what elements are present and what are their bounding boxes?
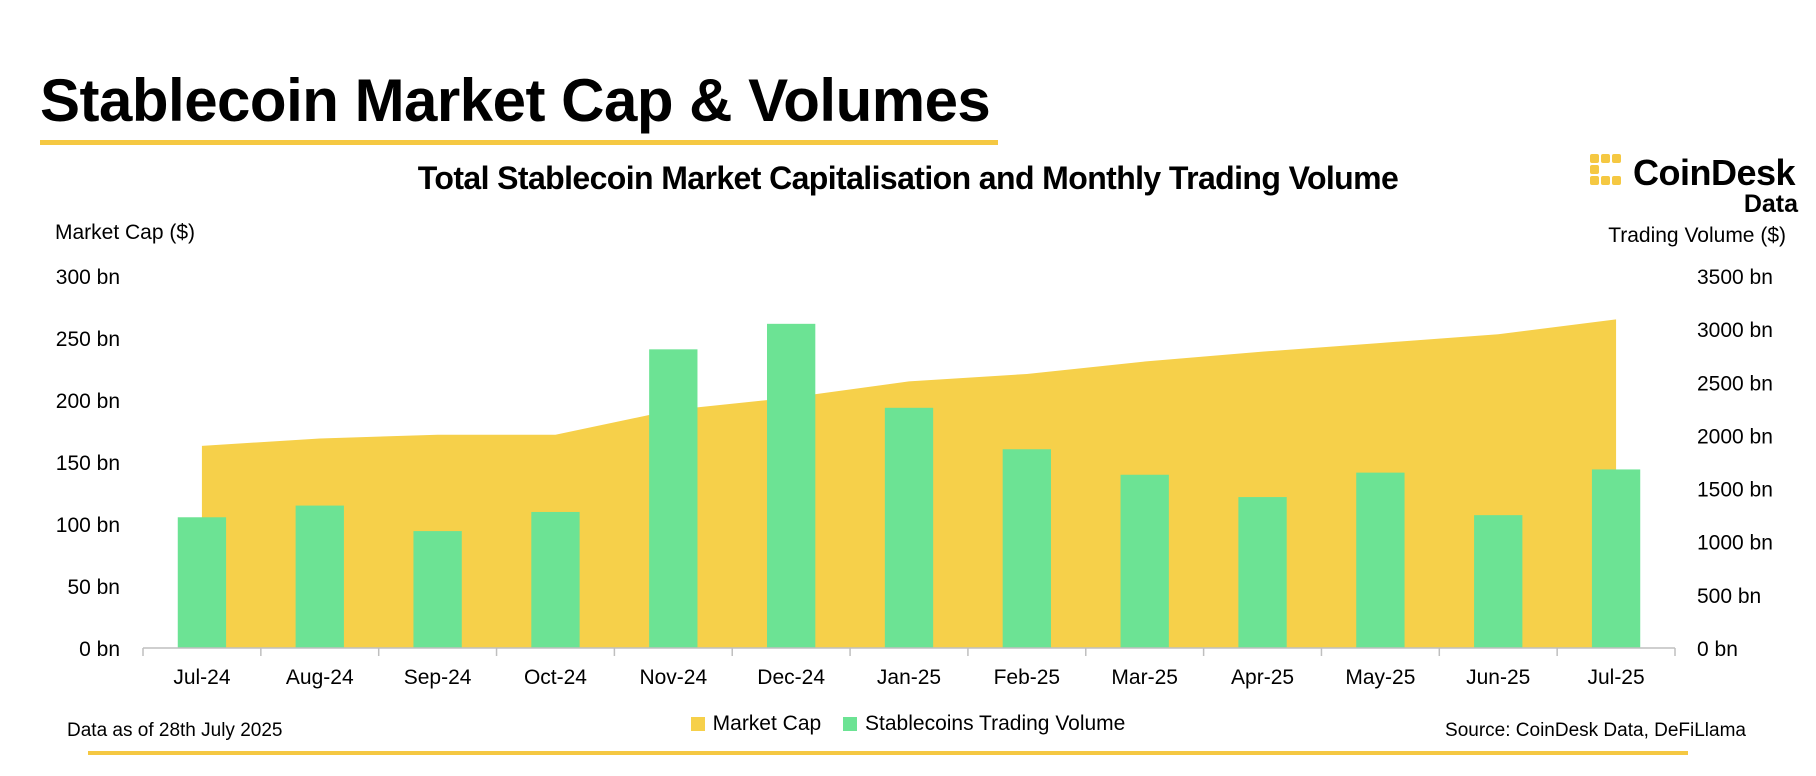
- y-tick-label-right: 3000 bn: [1697, 319, 1773, 342]
- x-tick-label: Dec-24: [757, 666, 825, 689]
- x-tick-label: Mar-25: [1111, 666, 1178, 689]
- y-tick-label-right: 1500 bn: [1697, 479, 1773, 502]
- x-tick-label: Jul-25: [1587, 666, 1644, 689]
- volume-bar-may-25: [1356, 472, 1405, 648]
- y-axis-title-right: Trading Volume ($): [1608, 224, 1786, 247]
- source-note: Source: CoinDesk Data, DeFiLlama: [1445, 720, 1746, 741]
- legend-item-market-cap: Market Cap: [690, 712, 822, 736]
- chart-title: Total Stablecoin Market Capitalisation a…: [417, 160, 1399, 196]
- x-tick-label: Jun-25: [1466, 666, 1530, 689]
- y-tick-label-right: 500 bn: [1697, 585, 1761, 608]
- x-tick-label: Oct-24: [524, 666, 587, 689]
- y-tick-label-right: 0 bn: [1697, 638, 1738, 661]
- x-tick-label: Apr-25: [1231, 666, 1294, 689]
- volume-bar-jul-24: [177, 517, 227, 648]
- legend: Market Cap Stablecoins Trading Volume: [0, 712, 1816, 737]
- volume-bar-apr-25: [1238, 497, 1287, 648]
- x-tick-label: Jan-25: [877, 666, 941, 689]
- coindesk-logo-icon: [1590, 154, 1621, 185]
- x-tick-label: Nov-24: [639, 666, 707, 689]
- page-title: Stablecoin Market Cap & Volumes: [40, 67, 991, 134]
- legend-label-market-cap: Market Cap: [712, 712, 822, 735]
- volume-bar-mar-25: [1120, 474, 1169, 648]
- volume-bar-jul-25: [1591, 469, 1641, 648]
- y-tick-label-left: 100 bn: [56, 514, 120, 537]
- x-tick-label: Jul-24: [173, 666, 231, 689]
- y-tick-label-left: 150 bn: [56, 452, 120, 475]
- logo-wordmark: CoinDesk: [1633, 152, 1796, 193]
- legend-swatch-market-cap: [690, 717, 705, 731]
- volume-bar-oct-24: [531, 511, 580, 648]
- x-tick-label: Feb-25: [994, 666, 1061, 689]
- bottom-rule: [88, 751, 1688, 755]
- y-tick-label-left: 300 bn: [56, 266, 120, 289]
- legend-item-trading-volume: Stablecoins Trading Volume: [843, 712, 1125, 736]
- legend-swatch-trading-volume: [843, 717, 858, 731]
- data-date-note: Data as of 28th July 2025: [67, 720, 283, 741]
- y-tick-label-right: 2000 bn: [1697, 425, 1773, 448]
- x-tick-label: Aug-24: [286, 666, 354, 689]
- x-tick-label: Sep-24: [404, 666, 472, 689]
- y-tick-label-left: 250 bn: [56, 328, 120, 351]
- coindesk-logo: CoinDesk Data: [1588, 150, 1798, 220]
- legend-label-trading-volume: Stablecoins Trading Volume: [865, 712, 1126, 735]
- volume-bar-sep-24: [413, 531, 462, 648]
- volume-bar-jan-25: [884, 407, 934, 648]
- y-tick-label-right: 3500 bn: [1697, 266, 1773, 289]
- volume-bar-jun-25: [1474, 515, 1523, 648]
- x-tick-label: May-25: [1345, 666, 1415, 689]
- volume-bar-feb-25: [1002, 449, 1052, 648]
- title-underline: [40, 140, 998, 145]
- y-tick-label-right: 2500 bn: [1697, 372, 1773, 395]
- logo-subtitle: Data: [1743, 190, 1798, 218]
- y-axis-title-left: Market Cap ($): [55, 221, 196, 244]
- volume-bar-nov-24: [649, 349, 698, 648]
- y-tick-label-left: 0 bn: [79, 638, 120, 661]
- y-tick-label-left: 50 bn: [67, 576, 120, 599]
- y-tick-label-left: 200 bn: [56, 390, 120, 413]
- volume-bar-aug-24: [295, 505, 344, 648]
- y-tick-label-right: 1000 bn: [1697, 532, 1773, 555]
- volume-bar-dec-24: [766, 323, 816, 648]
